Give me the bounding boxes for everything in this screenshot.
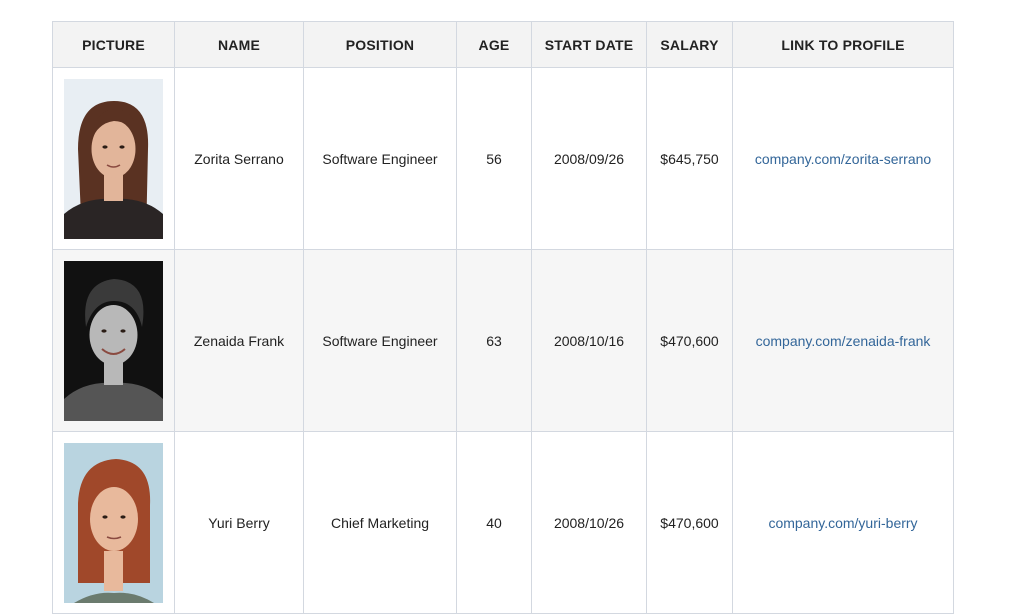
position-cell: Software Engineer (303, 249, 457, 432)
avatar (64, 78, 163, 239)
position-cell: Software Engineer (303, 67, 457, 250)
profile-link[interactable]: company.com/zenaida-frank (755, 332, 931, 349)
avatar (64, 442, 163, 603)
name-cell: Zorita Serrano (174, 67, 304, 250)
start-date-cell: 2008/10/26 (531, 431, 647, 614)
start-date-cell: 2008/09/26 (531, 67, 647, 250)
header-picture[interactable]: PICTURE (52, 21, 175, 68)
name-cell: Zenaida Frank (174, 249, 304, 432)
employee-table-container: PICTURE NAME POSITION AGE START DATE SAL… (52, 21, 954, 614)
picture-cell (52, 431, 175, 614)
header-link[interactable]: LINK TO PROFILE (732, 21, 954, 68)
table-row: Zenaida Frank Software Engineer 63 2008/… (52, 249, 954, 432)
picture-cell (52, 67, 175, 250)
header-salary[interactable]: SALARY (646, 21, 733, 68)
table-header-row: PICTURE NAME POSITION AGE START DATE SAL… (52, 21, 954, 68)
salary-cell: $470,600 (646, 249, 733, 432)
profile-link[interactable]: company.com/zorita-serrano (754, 150, 932, 167)
table-row: Yuri Berry Chief Marketing 40 2008/10/26… (52, 431, 954, 614)
link-cell: company.com/zenaida-frank (732, 249, 954, 432)
link-cell: company.com/zorita-serrano (732, 67, 954, 250)
table-row: Zorita Serrano Software Engineer 56 2008… (52, 67, 954, 250)
header-name[interactable]: NAME (174, 21, 304, 68)
picture-cell (52, 249, 175, 432)
link-cell: company.com/yuri-berry (732, 431, 954, 614)
header-age[interactable]: AGE (456, 21, 532, 68)
age-cell: 40 (456, 431, 532, 614)
employee-table: PICTURE NAME POSITION AGE START DATE SAL… (52, 21, 954, 614)
header-position[interactable]: POSITION (303, 21, 457, 68)
profile-link[interactable]: company.com/yuri-berry (768, 514, 918, 531)
header-start-date[interactable]: START DATE (531, 21, 647, 68)
avatar (64, 260, 163, 421)
age-cell: 56 (456, 67, 532, 250)
age-cell: 63 (456, 249, 532, 432)
position-cell: Chief Marketing (303, 431, 457, 614)
start-date-cell: 2008/10/16 (531, 249, 647, 432)
salary-cell: $645,750 (646, 67, 733, 250)
name-cell: Yuri Berry (174, 431, 304, 614)
salary-cell: $470,600 (646, 431, 733, 614)
